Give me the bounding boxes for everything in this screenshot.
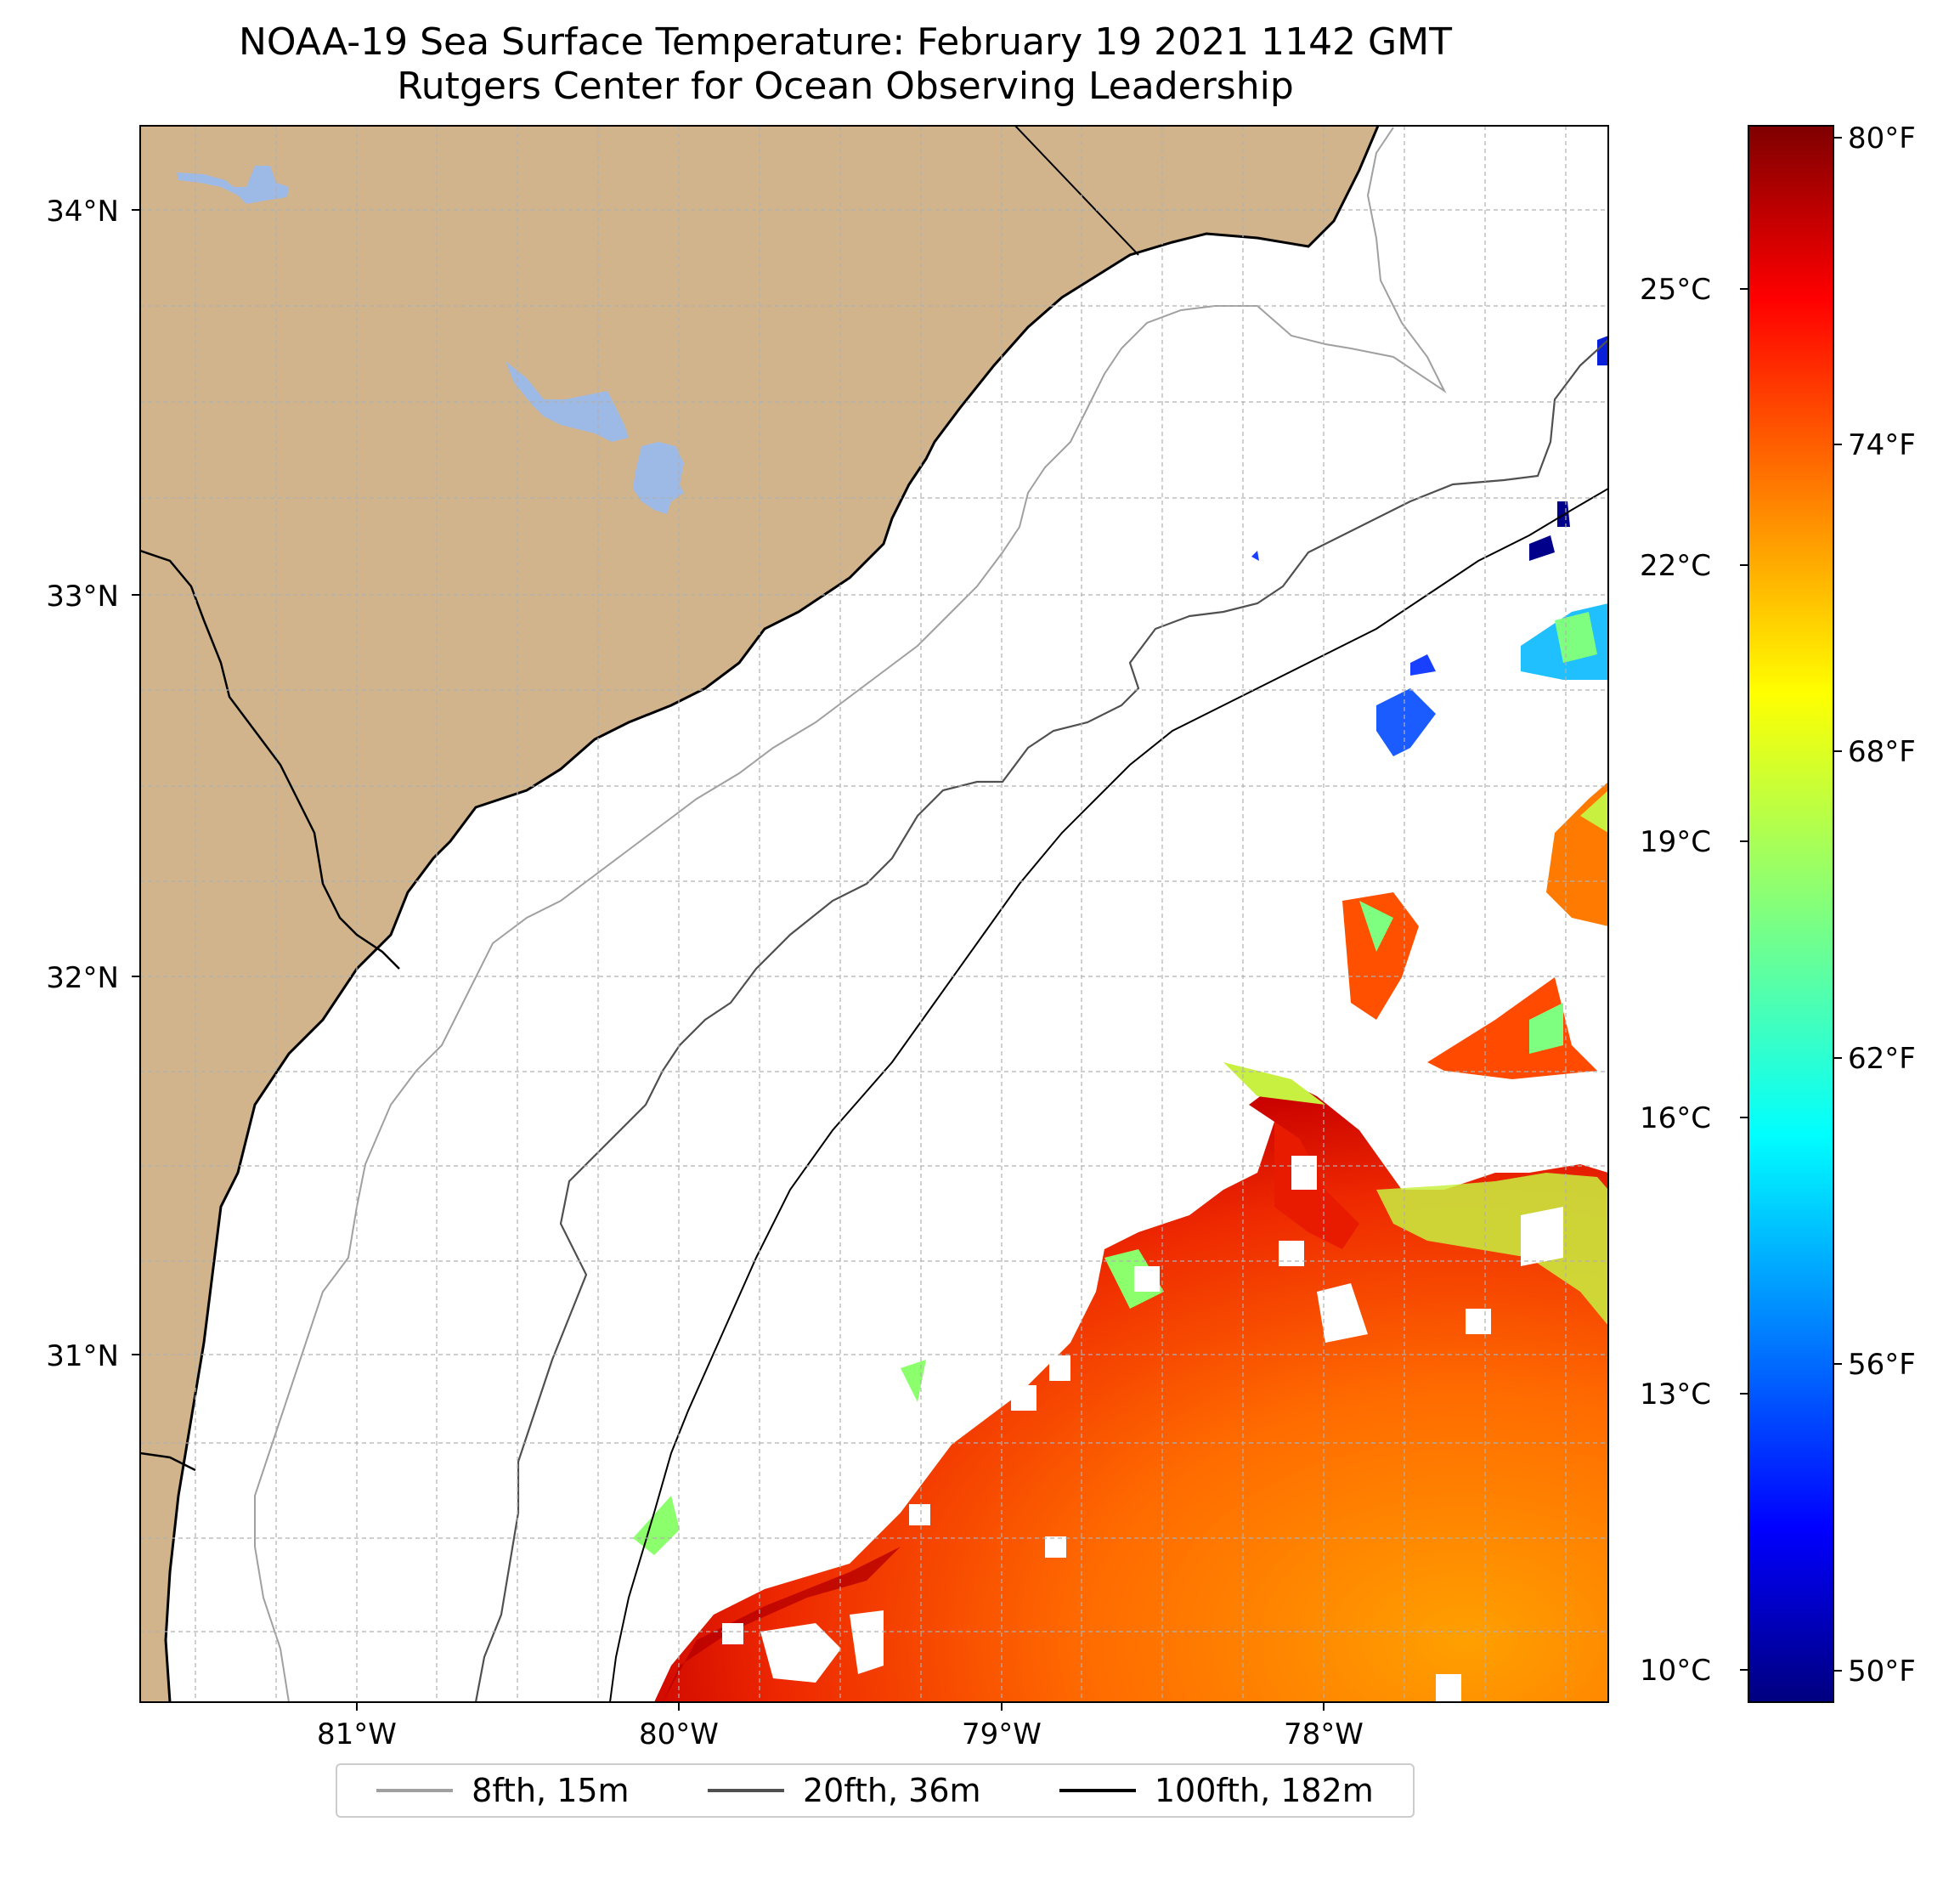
chart-title: NOAA-19 Sea Surface Temperature: Februar… [0, 20, 1691, 109]
title-line-2: Rutgers Center for Ocean Observing Leade… [397, 65, 1294, 108]
isobath-100fth [609, 488, 1608, 1702]
legend-item-100fth: 100fth, 182m [1059, 1772, 1374, 1809]
sst-data [633, 336, 1608, 1702]
lake [633, 442, 684, 514]
isobath-8fth [254, 127, 1447, 1702]
lon-label: 81°W [317, 1717, 397, 1751]
lon-label: 80°W [639, 1717, 719, 1751]
colorbar-fahrenheit-label: 56°F [1848, 1348, 1916, 1382]
colorbar-celsius-label: 25°C [1640, 273, 1711, 307]
lake [506, 361, 629, 442]
colorbar-celsius-label: 13°C [1640, 1378, 1711, 1412]
colorbar-celsius-label: 22°C [1640, 549, 1711, 583]
map-frame [139, 125, 1609, 1703]
legend: 8fth, 15m 20fth, 36m 100fth, 182m [336, 1763, 1415, 1818]
state-border [140, 549, 400, 970]
legend-line-icon [1059, 1789, 1136, 1792]
lat-label: 34°N [46, 195, 119, 229]
lon-label: 78°W [1284, 1717, 1364, 1751]
legend-label: 8fth, 15m [472, 1772, 630, 1809]
colorbar-celsius-label: 10°C [1640, 1654, 1711, 1688]
legend-line-icon [376, 1789, 454, 1792]
lat-label: 31°N [46, 1339, 119, 1373]
land [140, 126, 1378, 1702]
colorbar-fahrenheit-label: 80°F [1848, 122, 1916, 156]
coastline [164, 126, 1380, 1702]
colorbar-fahrenheit-label: 74°F [1848, 428, 1916, 462]
state-border [1014, 126, 1139, 256]
legend-label: 20fth, 36m [802, 1772, 981, 1809]
isobath-20fth [474, 339, 1608, 1702]
lat-label: 32°N [46, 961, 119, 995]
state-border [140, 1451, 196, 1472]
lake [177, 166, 289, 204]
legend-label: 100fth, 182m [1154, 1772, 1374, 1809]
title-line-1: NOAA-19 Sea Surface Temperature: Februar… [239, 20, 1452, 64]
legend-item-8fth: 8fth, 15m [376, 1772, 630, 1809]
colorbar-fahrenheit-label: 68°F [1848, 735, 1916, 769]
lat-label: 33°N [46, 580, 119, 614]
legend-item-20fth: 20fth, 36m [707, 1772, 981, 1809]
graticule [140, 126, 1608, 1702]
colorbar-fahrenheit-label: 50°F [1848, 1655, 1916, 1689]
colorbar-celsius-label: 19°C [1640, 825, 1711, 859]
lon-label: 79°W [962, 1717, 1042, 1751]
colorbar: 25°C 22°C 19°C 16°C 13°C 10°C 80°F 74°F … [1640, 122, 1916, 1703]
colorbar-fahrenheit-label: 62°F [1848, 1042, 1916, 1076]
map-plot [140, 126, 1608, 1702]
colorbar-celsius-label: 16°C [1640, 1101, 1711, 1135]
legend-line-icon [707, 1789, 784, 1792]
